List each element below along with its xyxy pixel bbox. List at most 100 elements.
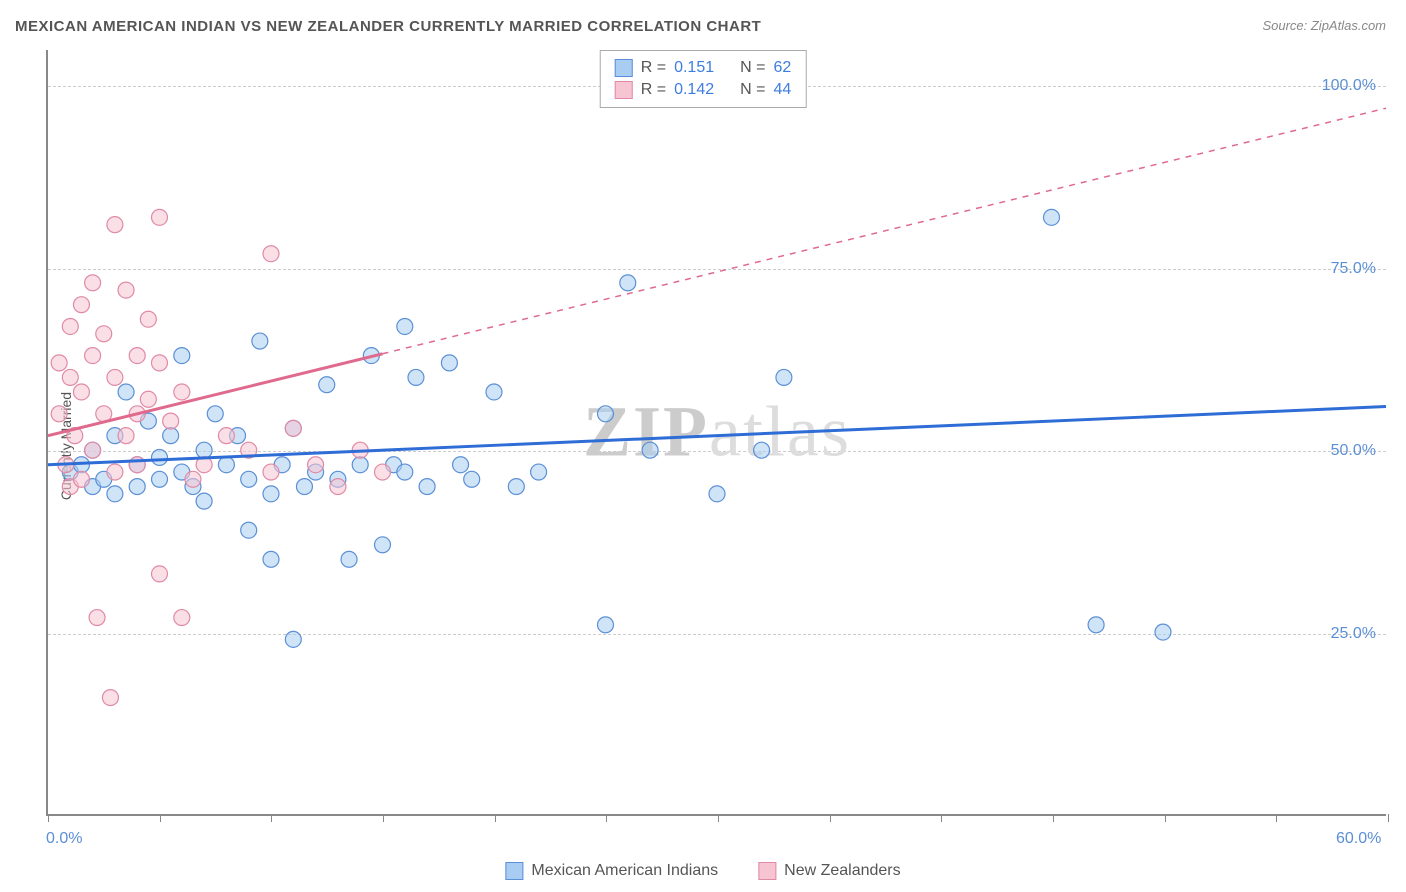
- scatter-point: [375, 464, 391, 480]
- x-tick: [606, 814, 607, 822]
- stats-n-label: N =: [740, 59, 765, 77]
- scatter-point: [598, 406, 614, 422]
- scatter-point: [174, 610, 190, 626]
- scatter-point: [140, 311, 156, 327]
- legend-item: New Zealanders: [758, 862, 901, 880]
- x-tick: [718, 814, 719, 822]
- trend-line-solid: [48, 354, 383, 436]
- scatter-point: [107, 369, 123, 385]
- scatter-point: [308, 457, 324, 473]
- stats-n-label: N =: [740, 81, 765, 99]
- legend-swatch: [505, 862, 523, 880]
- scatter-point: [486, 384, 502, 400]
- scatter-point: [152, 209, 168, 225]
- scatter-point: [397, 464, 413, 480]
- scatter-point: [375, 537, 391, 553]
- scatter-point: [152, 566, 168, 582]
- stats-swatch: [615, 81, 633, 99]
- bottom-legend: Mexican American Indians New Zealanders: [505, 862, 900, 880]
- scatter-point: [129, 479, 145, 495]
- scatter-point: [89, 610, 105, 626]
- scatter-point: [102, 690, 118, 706]
- chart-svg: [48, 50, 1386, 814]
- scatter-point: [163, 413, 179, 429]
- scatter-point: [163, 428, 179, 444]
- scatter-point: [1088, 617, 1104, 633]
- scatter-point: [776, 369, 792, 385]
- x-tick: [1276, 814, 1277, 822]
- scatter-point: [508, 479, 524, 495]
- x-tick: [495, 814, 496, 822]
- scatter-point: [330, 479, 346, 495]
- x-tick: [271, 814, 272, 822]
- scatter-point: [241, 471, 257, 487]
- scatter-point: [129, 348, 145, 364]
- scatter-point: [152, 355, 168, 371]
- legend-label: Mexican American Indians: [531, 862, 718, 880]
- scatter-point: [754, 442, 770, 458]
- scatter-point: [85, 442, 101, 458]
- trend-line-dashed: [383, 108, 1387, 354]
- stats-row: R = 0.142 N = 44: [615, 79, 792, 101]
- scatter-point: [174, 384, 190, 400]
- x-tick: [1053, 814, 1054, 822]
- scatter-point: [263, 486, 279, 502]
- x-tick: [1388, 814, 1389, 822]
- scatter-point: [285, 631, 301, 647]
- scatter-point: [319, 377, 335, 393]
- scatter-point: [1155, 624, 1171, 640]
- scatter-point: [118, 282, 134, 298]
- x-tick-label: 60.0%: [1336, 830, 1381, 848]
- scatter-point: [152, 471, 168, 487]
- x-tick: [383, 814, 384, 822]
- scatter-point: [218, 428, 234, 444]
- scatter-point: [185, 471, 201, 487]
- scatter-point: [296, 479, 312, 495]
- scatter-point: [207, 406, 223, 422]
- stats-n-value: 62: [773, 59, 791, 77]
- scatter-point: [408, 369, 424, 385]
- scatter-point: [598, 617, 614, 633]
- scatter-point: [642, 442, 658, 458]
- x-tick: [830, 814, 831, 822]
- source-attribution: Source: ZipAtlas.com: [1262, 18, 1386, 33]
- scatter-point: [107, 486, 123, 502]
- scatter-point: [196, 493, 212, 509]
- scatter-point: [218, 457, 234, 473]
- stats-r-label: R =: [641, 59, 666, 77]
- scatter-point: [252, 333, 268, 349]
- scatter-point: [241, 522, 257, 538]
- scatter-point: [341, 551, 357, 567]
- scatter-point: [397, 319, 413, 335]
- scatter-point: [196, 442, 212, 458]
- scatter-point: [96, 326, 112, 342]
- legend-label: New Zealanders: [784, 862, 901, 880]
- x-tick: [1165, 814, 1166, 822]
- stats-row: R = 0.151 N = 62: [615, 57, 792, 79]
- scatter-point: [352, 457, 368, 473]
- stats-r-value: 0.151: [674, 59, 714, 77]
- legend-item: Mexican American Indians: [505, 862, 718, 880]
- stats-r-value: 0.142: [674, 81, 714, 99]
- stats-n-value: 44: [773, 81, 791, 99]
- scatter-point: [51, 355, 67, 371]
- scatter-point: [118, 384, 134, 400]
- scatter-point: [73, 471, 89, 487]
- scatter-point: [263, 246, 279, 262]
- scatter-point: [1044, 209, 1060, 225]
- scatter-point: [709, 486, 725, 502]
- x-tick: [160, 814, 161, 822]
- stats-r-label: R =: [641, 81, 666, 99]
- scatter-point: [419, 479, 435, 495]
- scatter-point: [453, 457, 469, 473]
- scatter-point: [174, 348, 190, 364]
- scatter-point: [285, 420, 301, 436]
- scatter-point: [107, 217, 123, 233]
- scatter-point: [85, 348, 101, 364]
- scatter-point: [73, 297, 89, 313]
- scatter-point: [152, 449, 168, 465]
- scatter-point: [51, 406, 67, 422]
- scatter-point: [118, 428, 134, 444]
- x-tick: [48, 814, 49, 822]
- scatter-point: [85, 275, 101, 291]
